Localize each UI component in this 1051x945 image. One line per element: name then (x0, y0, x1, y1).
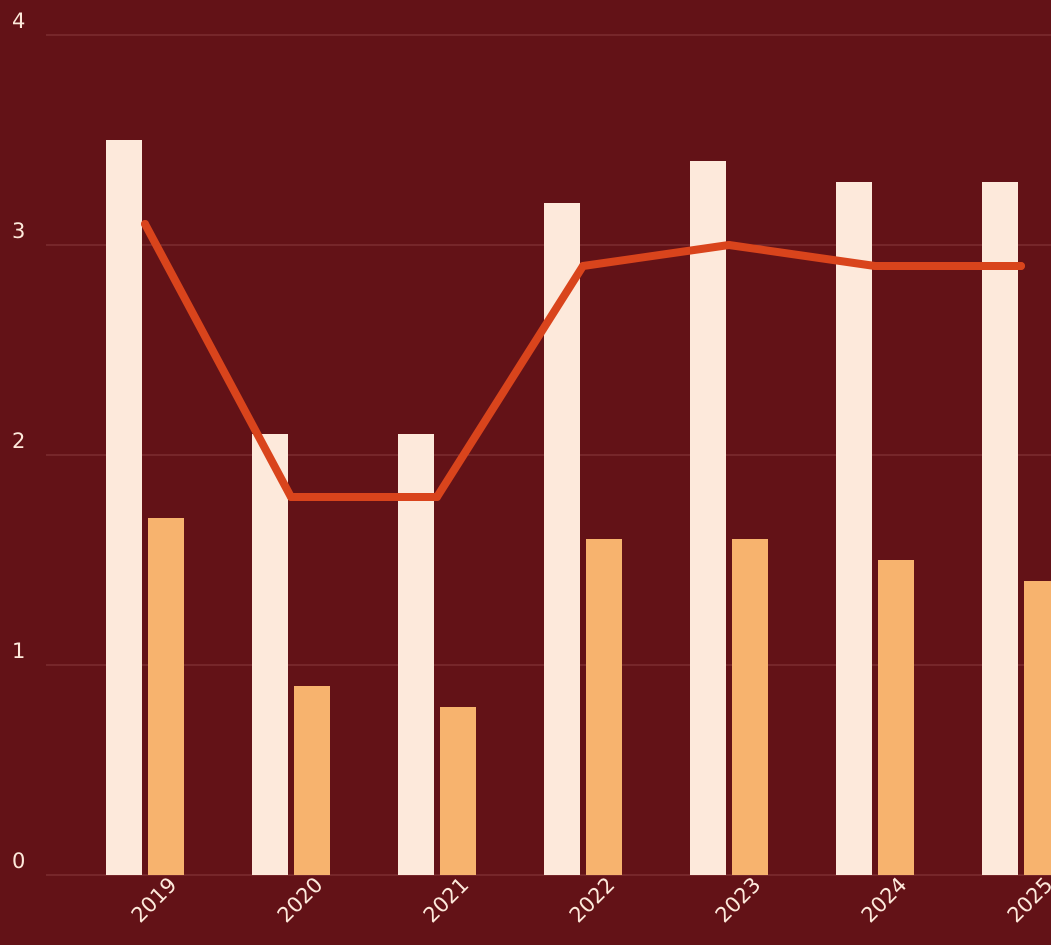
bar-series2-2020 (294, 686, 330, 875)
bar-series1-2019 (106, 140, 142, 875)
bar-series1-2024 (836, 182, 872, 875)
line-point-2021 (433, 493, 441, 501)
bar-series2-2021 (440, 707, 476, 875)
line-point-2022 (579, 262, 587, 270)
bar-series2-2019 (148, 518, 184, 875)
line-point-2023 (725, 241, 733, 249)
bar-series2-2023 (732, 539, 768, 875)
bar-series1-2023 (690, 161, 726, 875)
y-tick-label-3: 3 (12, 219, 25, 243)
y-tick-label-0: 0 (12, 849, 25, 873)
bar-series2-2025 (1024, 581, 1051, 875)
bar-series1-2021 (398, 434, 434, 875)
line-point-2020 (287, 493, 295, 501)
y-tick-label-1: 1 (12, 639, 25, 663)
y-tick-label-2: 2 (12, 429, 25, 453)
line-point-2019 (141, 220, 149, 228)
bar-series1-2025 (982, 182, 1018, 875)
bar-series2-2024 (878, 560, 914, 875)
line-point-2024 (871, 262, 879, 270)
y-tick-label-4: 4 (12, 9, 25, 33)
bar-series1-2020 (252, 434, 288, 875)
line-point-2025 (1017, 262, 1025, 270)
bar-series2-2022 (586, 539, 622, 875)
